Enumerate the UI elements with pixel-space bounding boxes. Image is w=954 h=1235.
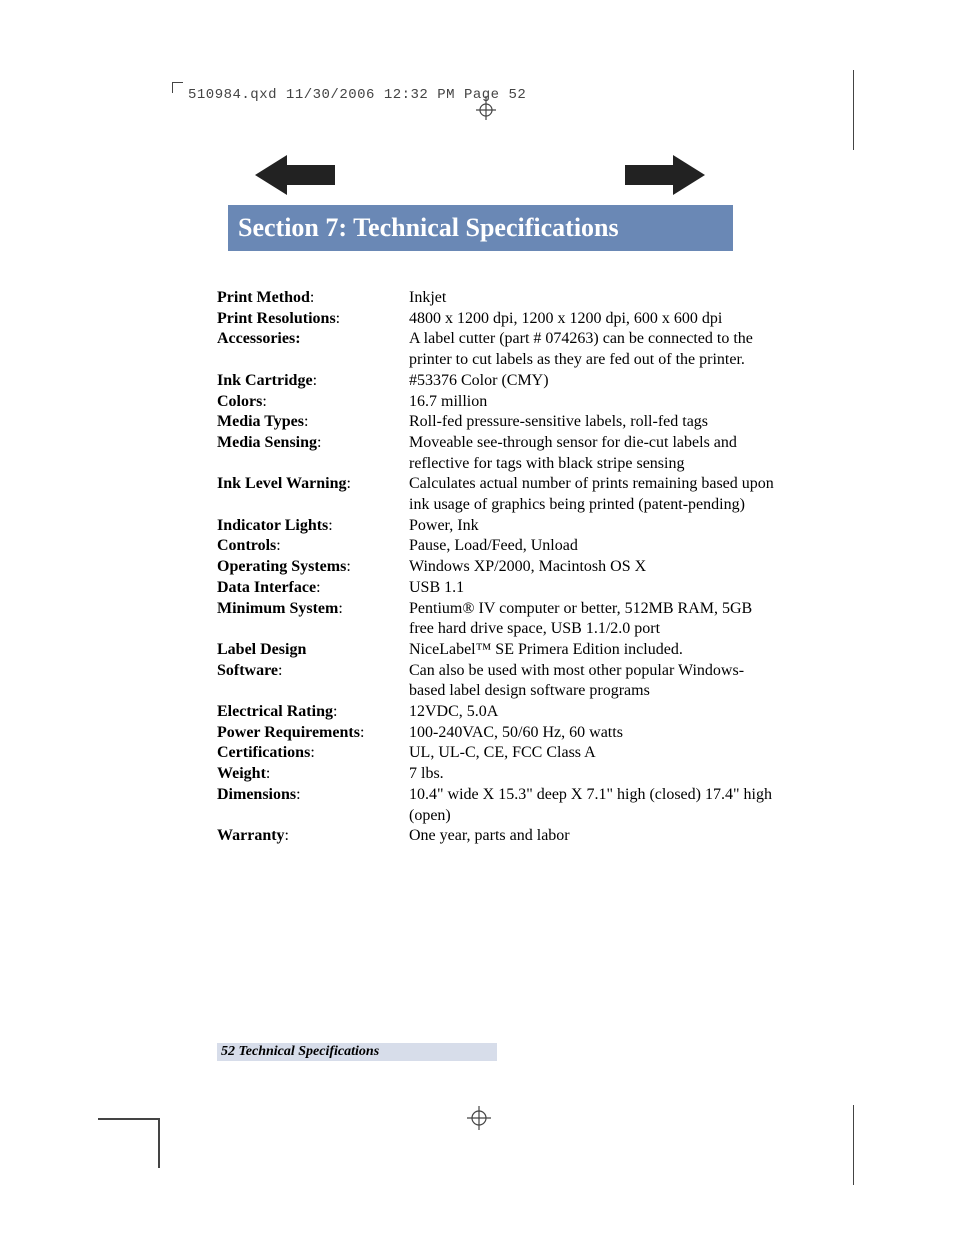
- spec-label: Accessories:: [217, 329, 409, 370]
- spec-row: Software:Can also be used with most othe…: [217, 661, 777, 702]
- spec-value: A label cutter (part # 074263) can be co…: [409, 329, 777, 370]
- spec-label: Data Interface:: [217, 578, 409, 599]
- spec-row: Accessories:A label cutter (part # 07426…: [217, 329, 777, 370]
- spec-value: 16.7 million: [409, 392, 777, 413]
- specifications-list: Print Method:InkjetPrint Resolutions:480…: [217, 288, 777, 847]
- crop-mark-top-right: [853, 70, 855, 150]
- spec-label: Ink Level Warning:: [217, 474, 409, 515]
- spec-label: Ink Cartridge:: [217, 371, 409, 392]
- spec-label: Media Types:: [217, 412, 409, 433]
- spec-row: Ink Cartridge:#53376 Color (CMY): [217, 371, 777, 392]
- spec-label: Dimensions:: [217, 785, 409, 826]
- spec-label: Weight:: [217, 764, 409, 785]
- spec-label: Print Method:: [217, 288, 409, 309]
- spec-value: Pause, Load/Feed, Unload: [409, 536, 777, 557]
- crop-mark-bottom-right: [853, 1105, 855, 1185]
- spec-row: Controls:Pause, Load/Feed, Unload: [217, 536, 777, 557]
- crop-mark-bottom-left-h: [98, 1118, 158, 1120]
- spec-row: Print Resolutions:4800 x 1200 dpi, 1200 …: [217, 309, 777, 330]
- spec-row: Media Sensing:Moveable see-through senso…: [217, 433, 777, 474]
- spec-value: NiceLabel™ SE Primera Edition included.: [409, 640, 777, 661]
- prev-page-arrow-icon[interactable]: [255, 150, 345, 200]
- spec-row: Weight:7 lbs.: [217, 764, 777, 785]
- spec-row: Colors:16.7 million: [217, 392, 777, 413]
- spec-value: Power, Ink: [409, 516, 777, 537]
- spec-row: Media Types:Roll-fed pressure-sensitive …: [217, 412, 777, 433]
- spec-value: 7 lbs.: [409, 764, 777, 785]
- spec-value: 10.4" wide X 15.3" deep X 7.1" high (clo…: [409, 785, 777, 826]
- spec-value: One year, parts and labor: [409, 826, 777, 847]
- spec-label: Minimum System:: [217, 599, 409, 640]
- spec-label: Media Sensing:: [217, 433, 409, 474]
- next-page-arrow-icon[interactable]: [615, 150, 705, 200]
- spec-row: Electrical Rating:12VDC, 5.0A: [217, 702, 777, 723]
- page-footer: 52 Technical Specifications: [217, 1043, 497, 1061]
- spec-value: Pentium® IV computer or better, 512MB RA…: [409, 599, 777, 640]
- spec-row: Warranty:One year, parts and labor: [217, 826, 777, 847]
- spec-row: Dimensions:10.4" wide X 15.3" deep X 7.1…: [217, 785, 777, 826]
- spec-row: Certifications:UL, UL-C, CE, FCC Class A: [217, 743, 777, 764]
- spec-label: Certifications:: [217, 743, 409, 764]
- spec-value: 4800 x 1200 dpi, 1200 x 1200 dpi, 600 x …: [409, 309, 777, 330]
- registration-mark-bottom: [465, 1104, 493, 1132]
- spec-value: #53376 Color (CMY): [409, 371, 777, 392]
- spec-label: Warranty:: [217, 826, 409, 847]
- spec-label: Electrical Rating:: [217, 702, 409, 723]
- spec-value: Inkjet: [409, 288, 777, 309]
- crop-mark-bottom-left-v: [158, 1118, 160, 1168]
- spec-value: Roll-fed pressure-sensitive labels, roll…: [409, 412, 777, 433]
- spec-label: Software:: [217, 661, 409, 702]
- spec-label: Label Design: [217, 640, 409, 661]
- spec-label: Operating Systems:: [217, 557, 409, 578]
- spec-label: Power Requirements:: [217, 723, 409, 744]
- spec-row: Operating Systems:Windows XP/2000, Macin…: [217, 557, 777, 578]
- registration-mark-top: [474, 96, 498, 120]
- spec-row: Minimum System:Pentium® IV computer or b…: [217, 599, 777, 640]
- spec-row: Ink Level Warning:Calculates actual numb…: [217, 474, 777, 515]
- spec-value: Moveable see-through sensor for die-cut …: [409, 433, 777, 474]
- crop-mark-top-left: [172, 82, 183, 93]
- spec-label: Controls:: [217, 536, 409, 557]
- spec-row: Indicator Lights:Power, Ink: [217, 516, 777, 537]
- spec-row: Print Method:Inkjet: [217, 288, 777, 309]
- spec-value: 100-240VAC, 50/60 Hz, 60 watts: [409, 723, 777, 744]
- spec-row: Label DesignNiceLabel™ SE Primera Editio…: [217, 640, 777, 661]
- spec-value: USB 1.1: [409, 578, 777, 599]
- spec-row: Data Interface:USB 1.1: [217, 578, 777, 599]
- spec-label: Indicator Lights:: [217, 516, 409, 537]
- spec-value: UL, UL-C, CE, FCC Class A: [409, 743, 777, 764]
- spec-label: Colors:: [217, 392, 409, 413]
- spec-value: 12VDC, 5.0A: [409, 702, 777, 723]
- spec-row: Power Requirements:100-240VAC, 50/60 Hz,…: [217, 723, 777, 744]
- spec-label: Print Resolutions:: [217, 309, 409, 330]
- spec-value: Can also be used with most other popular…: [409, 661, 777, 702]
- spec-value: Calculates actual number of prints remai…: [409, 474, 777, 515]
- spec-value: Windows XP/2000, Macintosh OS X: [409, 557, 777, 578]
- section-title-banner: Section 7: Technical Specifications: [228, 205, 733, 251]
